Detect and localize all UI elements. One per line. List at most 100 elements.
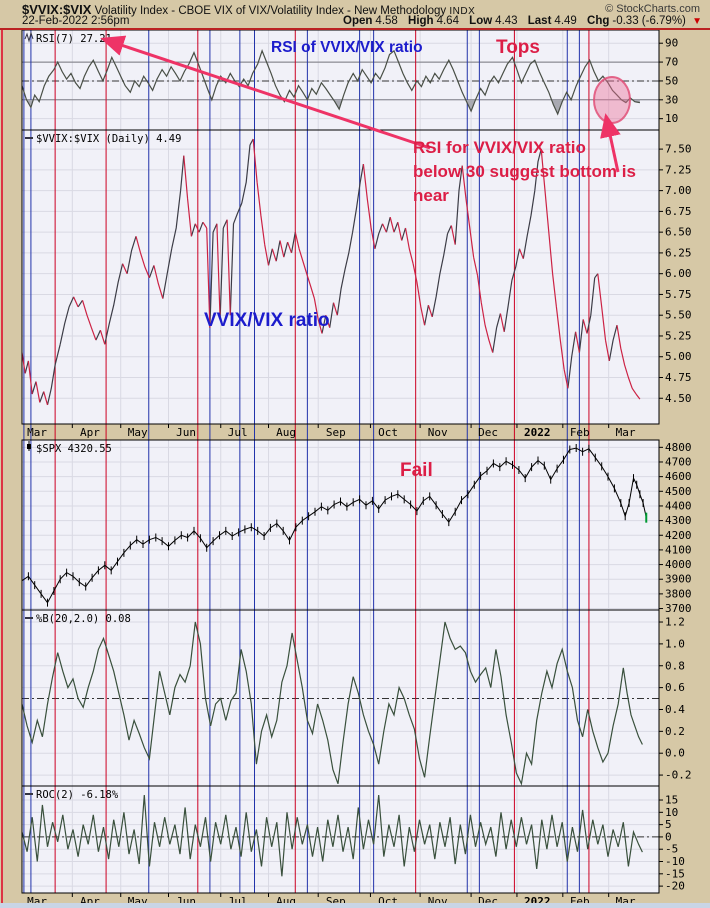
rsi-legend: RSI(7) 27.21 [24,31,112,45]
month-label-nov: Nov [428,426,448,439]
ratio-legend-label: $VVIX:$VIX (Daily) 4.49 [36,133,181,145]
month-label-aug: Aug [276,426,296,439]
exchange-label: INDX [449,6,476,17]
ratio-tick-label: 6.50 [665,226,692,239]
spx-tick-label: 4200 [665,529,692,542]
low-label: Low [469,15,493,27]
spx-line [21,447,647,604]
month-label-mar: Mar [27,426,47,439]
pctb-tick-label: -0.2 [665,769,692,782]
spx-tick-label: 4400 [665,499,692,512]
bottom-highlight-ellipse [593,76,631,124]
panel-roc [22,786,659,893]
open-value: 4.58 [375,15,398,27]
month-label-apr: Apr [80,426,100,439]
rsi-title-annotation: RSI of VVIX/VIX ratio [271,39,423,56]
bottom-note-annotation-line1: RSI for VVIX/VIX ratio [413,138,586,157]
chart-canvas: 90 70 50 30 10 RSI(7) 27.21 7.50 7.25 7.00 6.75 6.… [0,28,710,908]
ratio-tick-label: 7.25 [665,163,692,176]
month-label-2022: 2022 [524,426,551,439]
low-value: 4.43 [495,15,518,27]
roc-legend-label: ROC(2) -6.18% [36,789,119,801]
pctb-tick-label: 0.0 [665,747,685,760]
pctb-series [21,621,643,786]
roc-tick-label: 5 [665,818,672,831]
spx-tick-label: 4100 [665,543,692,556]
rsi-legend-label: RSI(7) 27.21 [36,33,112,45]
spx-plot-area [22,440,659,610]
spx-tick-label: 3800 [665,587,692,600]
ratio-legend: $VVIX:$VIX (Daily) 4.49 [25,133,181,145]
roc-series [21,795,643,877]
pctb-tick-label: 1.2 [665,616,685,629]
panel-pctb [22,610,659,786]
roc-tick-label: 0 [665,830,672,843]
ticker-description: Volatility Index - CBOE VIX of VIX/Volat… [94,5,447,17]
roc-line [21,795,643,877]
rsi-tick-label: 50 [665,74,678,87]
rsi-pointer-arrow [100,35,431,150]
rsi-tick-label: 30 [665,93,678,106]
bottom-note-annotation-line2: below 30 suggest bottom is [413,162,636,181]
event-lines [23,30,590,893]
month-label-feb: Feb [570,426,590,439]
rsi-tick-label: 70 [665,56,678,69]
month-label-dec: Dec [478,426,498,439]
spx-series [21,444,648,607]
footer-strip [0,903,710,908]
spx-legend-label: $SPX 4320.55 [36,443,112,455]
chart-header: $VVIX:$VIX Volatility Index - CBOE VIX o… [0,0,710,28]
ellipse-pointer-arrow [600,113,621,173]
roc-plot-area [22,786,659,893]
pctb-line [21,621,643,786]
month-label-oct: Oct [378,426,398,439]
title-row: $VVIX:$VIX Volatility Index - CBOE VIX o… [22,2,710,17]
change-down-arrow-icon: ▼ [692,16,702,27]
last-label: Last [527,15,552,27]
roc-legend: ROC(2) -6.18% [25,789,119,801]
ratio-tick-label: 6.75 [665,205,692,218]
rsi-tick-label: 90 [665,37,678,50]
pctb-tick-label: 0.2 [665,725,685,738]
pctb-tick-label: 0.4 [665,703,685,716]
pctb-legend-label: %B(20,2.0) 0.08 [36,613,131,625]
ratio-tick-label: 7.00 [665,184,692,197]
open-label: Open [343,15,373,27]
roc-tick-label: -5 [665,843,678,856]
ratio-tick-label: 6.25 [665,246,692,259]
timestamp: 22-Feb-2022 2:56pm [22,15,130,27]
spx-tick-label: 3900 [665,573,692,586]
ratio-tick-label: 4.50 [665,392,692,405]
month-label-sep: Sep [326,426,346,439]
ratio-tick-label: 7.50 [665,143,692,156]
annotations: RSI of VVIX/VIX ratio Tops RSI for VVIX/VI… [1,30,636,903]
month-label-may: May [128,426,148,439]
spx-tick-label: 4700 [665,455,692,468]
month-label-mar: Mar [616,426,636,439]
month-label-jul: Jul [228,426,248,439]
ratio-tick-label: 4.75 [665,371,692,384]
spx-tick-label: 4300 [665,514,692,527]
ratio-axes: 7.50 7.25 7.00 6.75 6.50 6.25 6.00 5.75 5.50 5.25… [21,129,692,425]
spx-tick-label: 4000 [665,558,692,571]
high-value: 4.64 [436,15,459,27]
roc-tick-label: -10 [665,855,685,868]
chg-label: Chg [587,15,610,27]
bottom-note-annotation-line3: near [413,186,449,205]
spx-tick-label: 4500 [665,485,692,498]
rsi-tick-label: 10 [665,112,678,125]
rsi-series [21,49,641,116]
pctb-legend: %B(20,2.0) 0.08 [25,613,131,625]
panel-spx [22,440,659,610]
last-value: 4.49 [554,15,577,27]
roc-tick-label: -20 [665,880,685,893]
pctb-tick-label: 0.8 [665,659,685,672]
spx-tick-label: 3700 [665,602,692,615]
indicator-zigzag-icon [24,31,34,43]
month-labels-1: Mar Apr May Jun Jul Aug Sep Oct Nov Dec 2022 Feb Mar [27,424,636,439]
fail-annotation: Fail [400,460,433,481]
ticker-symbol: $VVIX:$VIX [22,2,92,17]
roc-tick-label: -15 [665,867,685,880]
ratio-line-up [24,138,618,406]
candlestick-icon-body [27,444,31,449]
